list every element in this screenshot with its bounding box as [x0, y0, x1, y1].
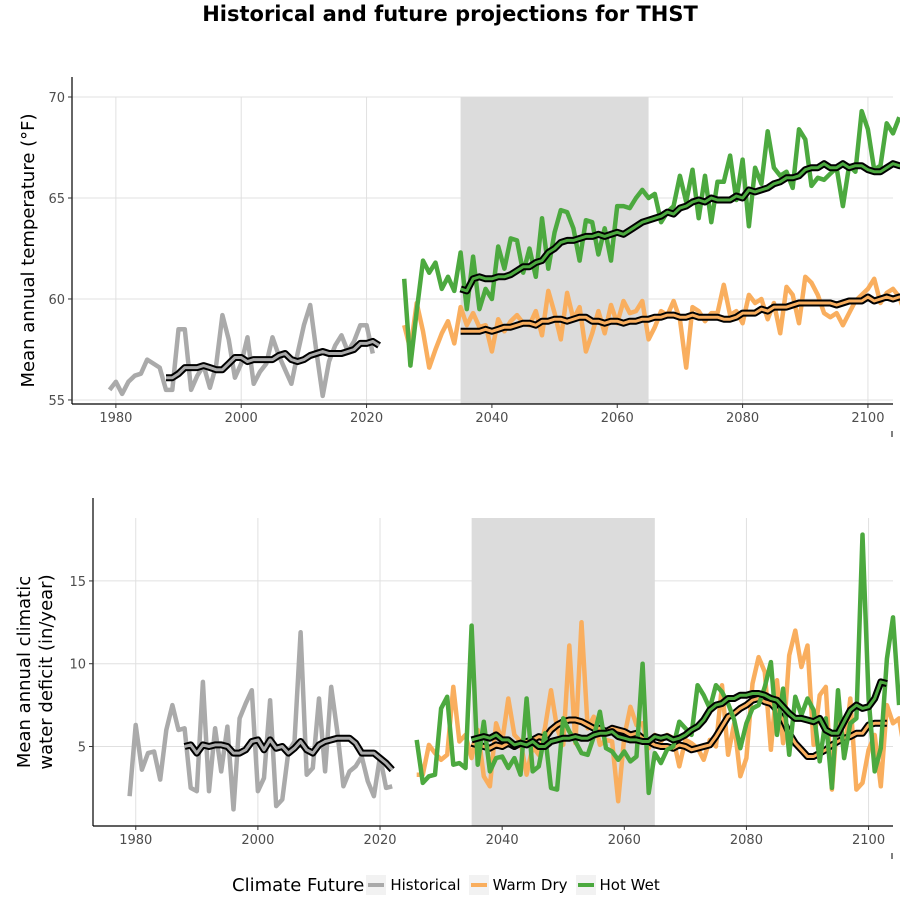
legend: Climate Future Historical Warm Dry Hot W… [232, 872, 668, 898]
series-warm-dry-annual-line [416, 620, 900, 804]
series-historical-annual-line [107, 302, 375, 399]
y-tick-label: 60 [48, 293, 65, 308]
x-tick-label: 2020 [363, 833, 396, 848]
legend-key-hot-wet [575, 875, 596, 895]
series-hot-wet-annual-line [414, 532, 900, 796]
x-tick-label: 2080 [730, 833, 763, 848]
x-tick-label: 2100 [851, 411, 884, 426]
panel-1: 1980 2000 2020 2040 2060 2080 2100 55 60 65 70 Mean… [18, 77, 900, 437]
x-tick-label: 2060 [608, 833, 641, 848]
x-tick-label: 2040 [486, 833, 519, 848]
legend-label-warm-dry: Warm Dry [492, 876, 568, 894]
y-axis-title: Mean annual temperature (°F) [18, 113, 39, 387]
legend-item-warm-dry: Warm Dry [468, 875, 568, 895]
x-tick-label: 1980 [119, 833, 152, 848]
y-axis-title-line: Mean annual temperature (°F) [18, 113, 39, 387]
y-axis-title-line: water deficit (in/year) [36, 574, 57, 769]
legend-swatch-historical [368, 883, 385, 887]
y-tick-label: 10 [69, 658, 86, 673]
shaded-period [471, 518, 655, 826]
chart-title: Historical and future projections for TH… [202, 2, 698, 26]
y-tick-label: 70 [48, 91, 65, 106]
legend-key-warm-dry [468, 875, 489, 895]
y-axis-title: Mean annual climaticwater deficit (in/ye… [14, 574, 57, 769]
x-tick-label: 2000 [241, 833, 274, 848]
y-tick-label: 5 [78, 741, 86, 756]
legend-key-historical [366, 875, 387, 895]
x-tick-label: 1980 [99, 411, 132, 426]
legend-label-historical: Historical [390, 876, 461, 894]
legend-title: Climate Future [232, 874, 365, 896]
y-axis-title-line: Mean annual climatic [14, 576, 35, 768]
x-tick-label: 2000 [225, 411, 258, 426]
series-warm-dry-smooth-line [460, 295, 900, 333]
x-tick-label: 2040 [475, 411, 508, 426]
legend-label-hot-wet: Hot Wet [599, 876, 660, 894]
chart-area: 1980 2000 2020 2040 2060 2080 2100 55 60 65 70 Mean… [14, 77, 900, 859]
legend-item-hot-wet: Hot Wet [575, 875, 660, 895]
series-historical-smooth-line [184, 736, 394, 771]
x-tick-label: 2100 [852, 833, 885, 848]
x-tick-label: 2060 [601, 411, 634, 426]
y-tick-label: 55 [48, 394, 65, 409]
series-hot-wet-smooth-line [471, 680, 888, 748]
series-historical-annual-line [127, 630, 393, 812]
series-hot-wet-smooth-line [460, 162, 900, 293]
x-tick-label: 2020 [350, 411, 383, 426]
x-tick-label: 2080 [726, 411, 759, 426]
y-tick-label: 15 [69, 575, 86, 590]
legend-swatch-hot-wet [577, 883, 594, 887]
legend-swatch-warm-dry [470, 883, 487, 887]
legend-item-historical: Historical [366, 875, 461, 895]
series-historical-smooth-line [166, 339, 380, 380]
panel-2: 1980 2000 2020 2040 2060 2080 2100 5 10 15 Mean an… [14, 498, 900, 859]
y-tick-label: 65 [48, 192, 65, 207]
series-hot-wet-annual-line [401, 108, 900, 368]
